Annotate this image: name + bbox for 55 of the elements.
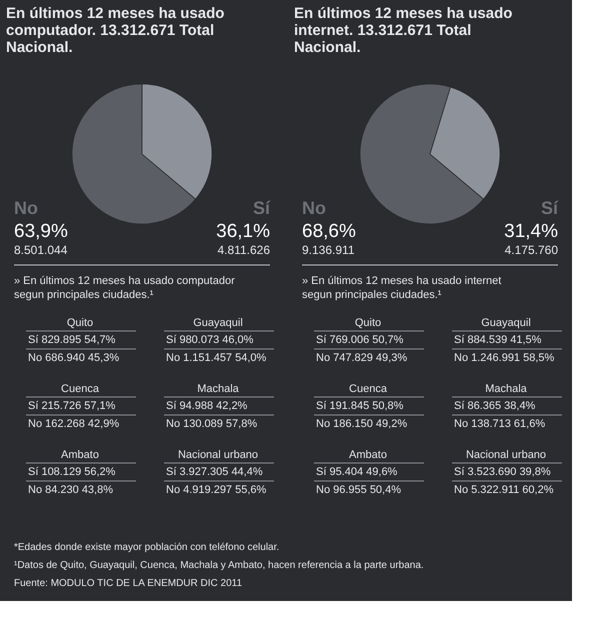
text: No 5.322.911 60,2% bbox=[454, 484, 554, 496]
text: Sí 3.523.690 39,8% bbox=[454, 466, 551, 478]
text: No 747.829 49,3% bbox=[316, 352, 408, 364]
data-label: 36,1% bbox=[216, 221, 270, 242]
text: Quito bbox=[354, 317, 382, 329]
slice-label: No bbox=[14, 198, 38, 218]
text: No 686.940 45,3% bbox=[28, 352, 120, 364]
data-label: 31,4% bbox=[504, 221, 558, 242]
text: Cuenca bbox=[61, 383, 100, 395]
text: Quito bbox=[66, 317, 94, 329]
text: Sí 108.129 56,2% bbox=[28, 466, 116, 478]
text: Sí 94.988 42,2% bbox=[166, 400, 248, 412]
text: No 1.151.457 54,0% bbox=[166, 352, 267, 364]
text: 8.501.044 bbox=[14, 243, 68, 257]
text: No 186.150 49,2% bbox=[316, 418, 408, 430]
text: » En últimos 12 meses ha usado computador segun principales ciudades.¹ bbox=[14, 275, 236, 301]
text: » En últimos 12 meses ha usado internet segun principales ciudades.¹ bbox=[302, 275, 502, 301]
slice-label: Sí bbox=[540, 198, 559, 218]
text: 4.811.626 bbox=[218, 243, 270, 257]
text: Cuenca bbox=[349, 383, 388, 395]
text: Guayaquil bbox=[481, 317, 531, 329]
slice-label: Sí bbox=[252, 198, 271, 218]
data-label: 63,9% bbox=[14, 221, 68, 242]
text: Sí 769.006 50,7% bbox=[316, 334, 404, 346]
text: No 84.230 43,8% bbox=[28, 484, 114, 496]
text: No 1.246.991 58,5% bbox=[454, 352, 555, 364]
text: Machala bbox=[197, 383, 240, 395]
text: *Edades donde existe mayor población con teléfono celular. bbox=[14, 542, 280, 553]
text: Nacional urbano bbox=[466, 449, 546, 461]
slice-label: No bbox=[302, 198, 326, 218]
chart-title: En últimos 12 meses ha usado internet. 13.312.671 Total Nacional. bbox=[294, 5, 512, 56]
text: Sí 215.726 57,1% bbox=[28, 400, 116, 412]
text: 4.175.760 bbox=[504, 243, 558, 257]
text: ¹Datos de Quito, Guayaquil, Cuenca, Machala y Ambato, hacen referencia a la parte urbana. bbox=[14, 560, 424, 571]
text: Ambato bbox=[61, 449, 99, 461]
text: Sí 980.073 46,0% bbox=[166, 334, 254, 346]
text: 9.136.911 bbox=[302, 243, 355, 257]
data-label: 68,6% bbox=[302, 221, 356, 242]
source-note: Fuente: MODULO TIC DE LA ENEMDUR DIC 2011 bbox=[14, 578, 242, 589]
text: No 162.268 42,9% bbox=[28, 418, 120, 430]
text: No 96.955 50,4% bbox=[316, 484, 402, 496]
text: No 4.919.297 55,6% bbox=[166, 484, 267, 496]
text: No 130.089 57,8% bbox=[166, 418, 258, 430]
text: Sí 829.895 54,7% bbox=[28, 334, 116, 346]
text: Sí 95.404 49,6% bbox=[316, 466, 398, 478]
text: Guayaquil bbox=[193, 317, 243, 329]
text: Ambato bbox=[349, 449, 387, 461]
text: Sí 3.927.305 44,4% bbox=[166, 466, 263, 478]
text: No 138.713 61,6% bbox=[454, 418, 546, 430]
text: Sí 191.845 50,8% bbox=[316, 400, 404, 412]
text: Machala bbox=[485, 383, 528, 395]
chart-title: En últimos 12 meses ha usado computador. 13.312.671 Total Nacional. bbox=[6, 5, 224, 56]
text: Sí 884.539 41,5% bbox=[454, 334, 542, 346]
text: Nacional urbano bbox=[178, 449, 258, 461]
text: Sí 86.365 38,4% bbox=[454, 400, 536, 412]
